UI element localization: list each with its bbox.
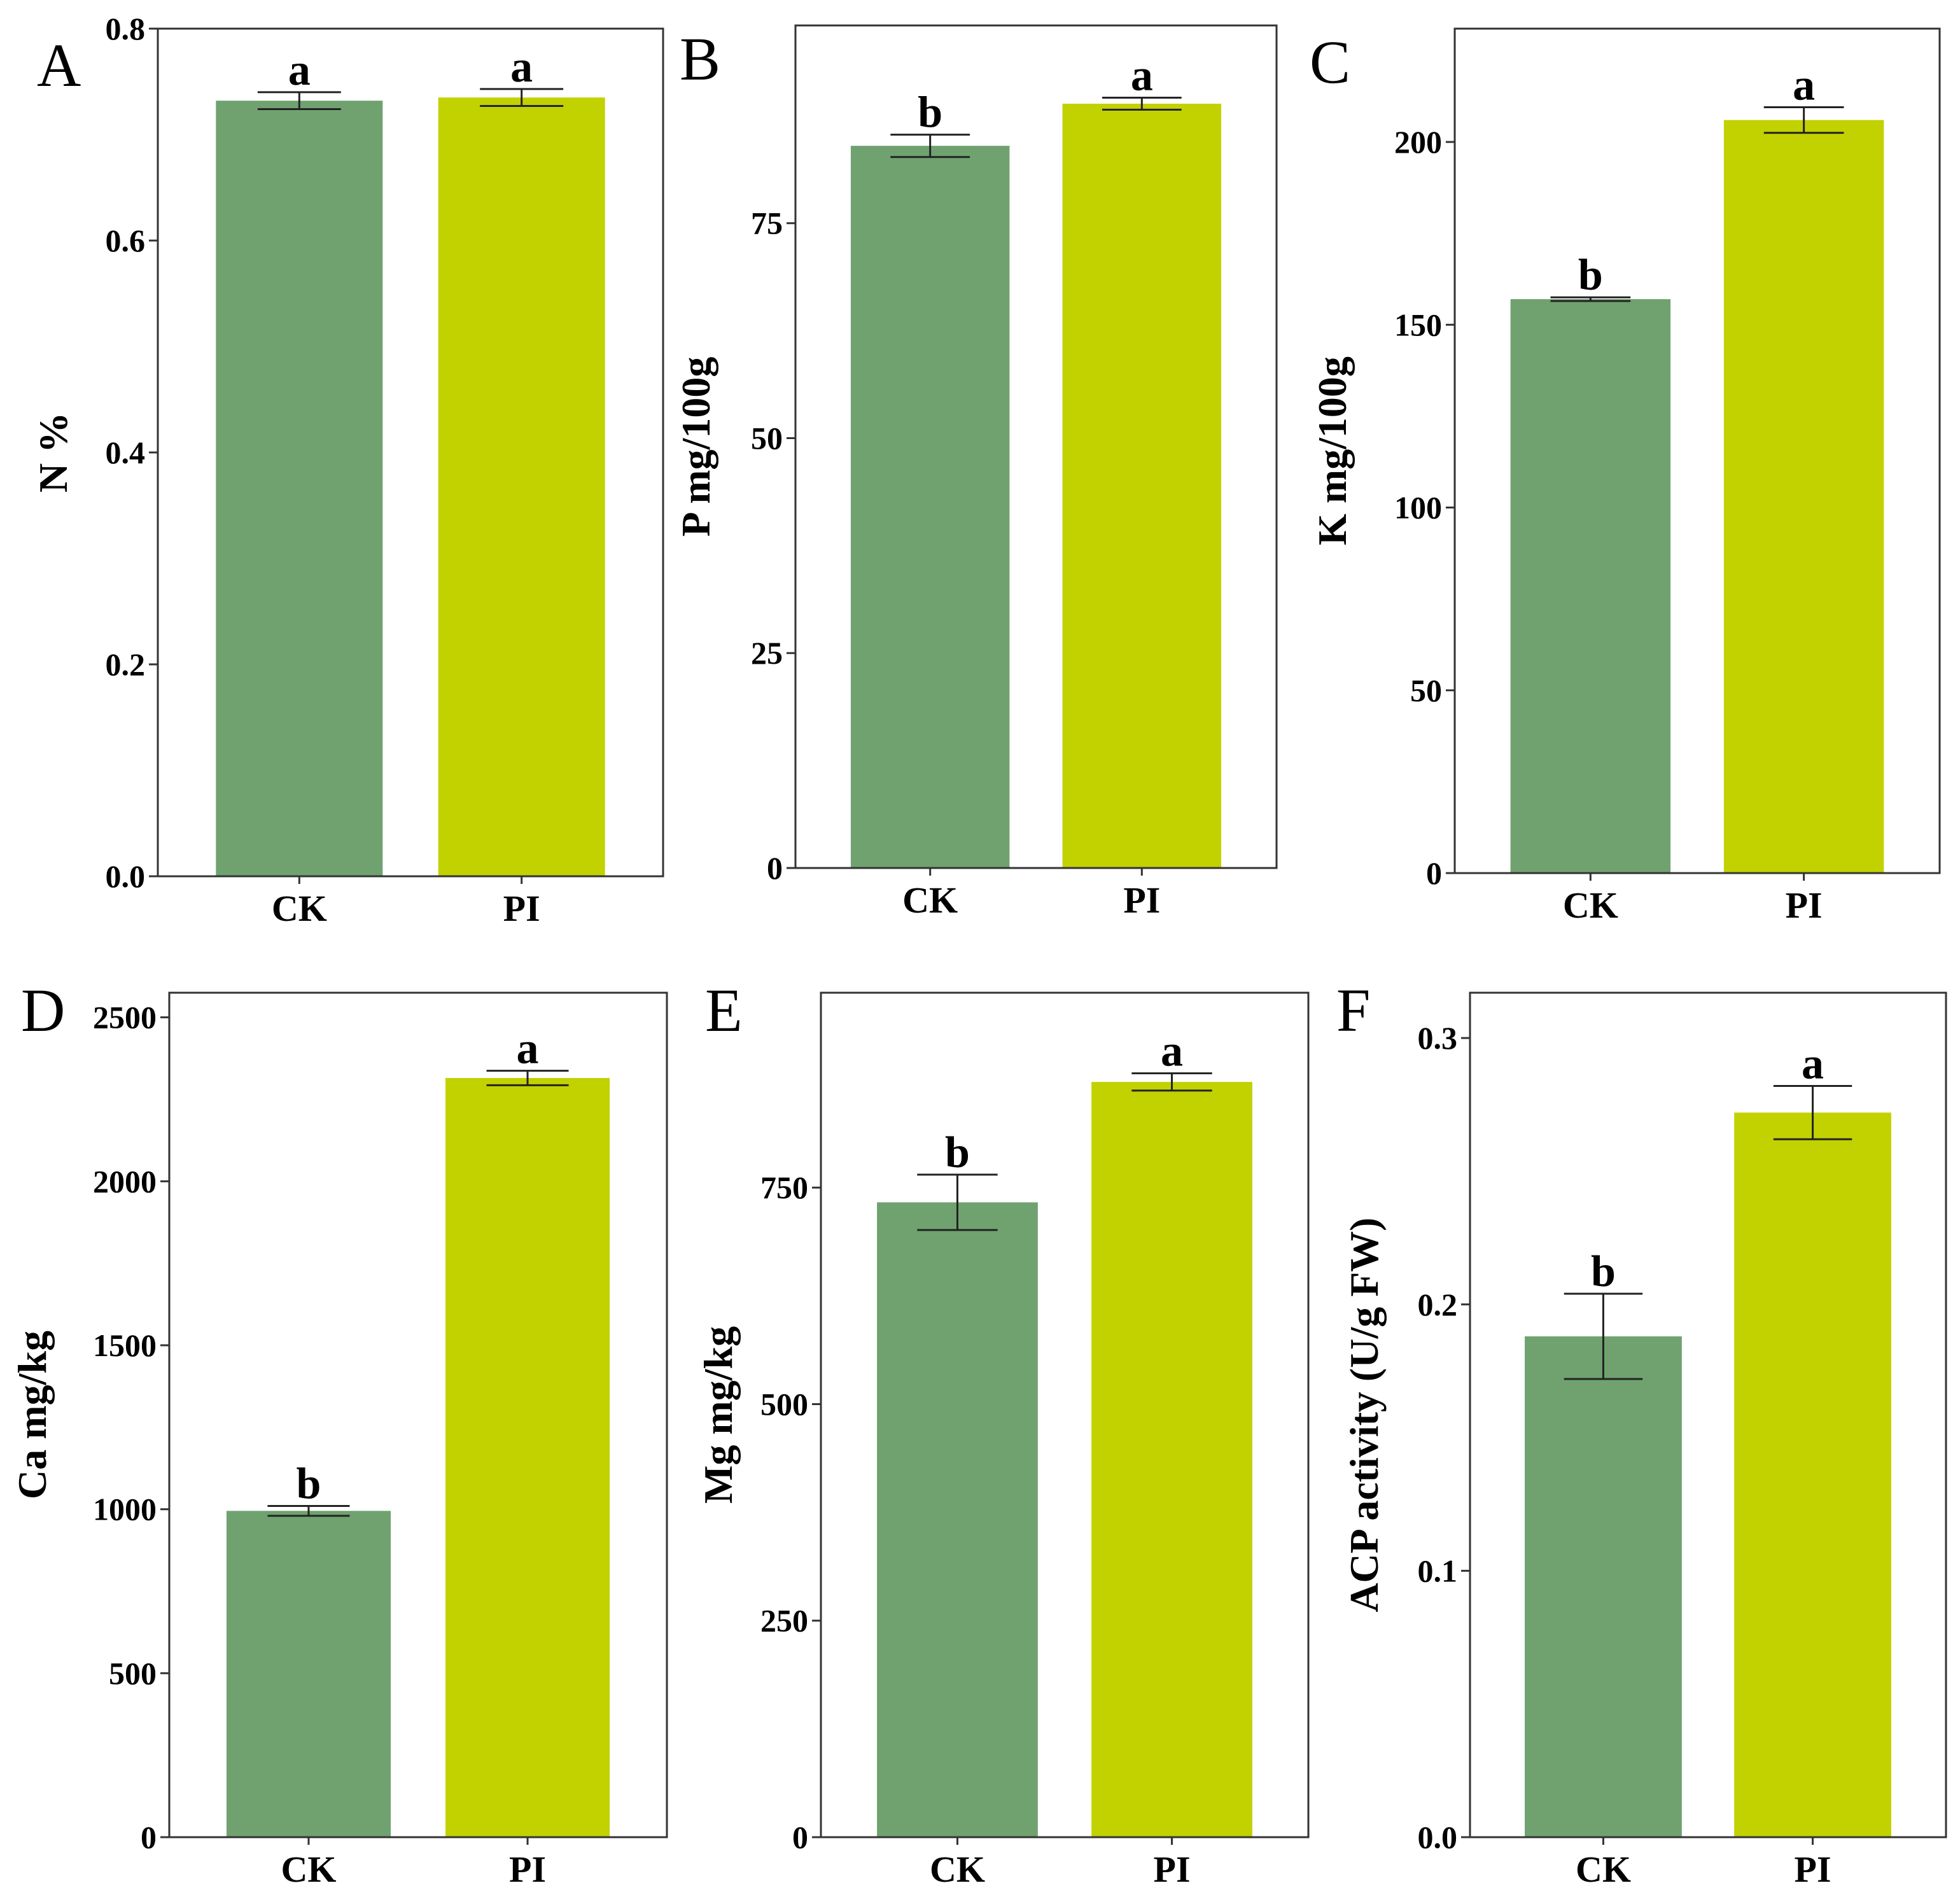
panel-D-ytick-label: 2500 [93,1000,157,1035]
panel-F-errorbar-pi [1773,1085,1852,1140]
panel-F-xtick-ck: CK [1576,1849,1631,1883]
panel-D-letter: D [21,976,65,1044]
panel-F-ytick-label: 0.2 [1418,1287,1458,1322]
panel-C-errorbar-pi [1763,106,1844,134]
panel-E-ytick-label: 0 [792,1819,808,1855]
panel-C-bar-pi [1723,120,1884,873]
panel-C-ytick-label: 150 [1394,307,1442,342]
panel-B-sig-ck: b [918,88,942,137]
panel-C-xtick-pi: PI [1786,885,1823,926]
panel-B-ytick-label: 75 [751,206,783,241]
panel-D-ytick-label: 0 [141,1819,157,1855]
panel-E-ytick-label: 250 [760,1603,808,1639]
panel-A-letter: A [37,31,81,99]
panel-B-xtick-pi: PI [1123,879,1160,921]
panel-E-xtick-ck: CK [930,1849,985,1883]
panel-D-frame [168,991,668,1838]
panel-C-errorbar-ck [1550,296,1631,302]
panel-F-ylabel: ACP activity (U/g FW) [1341,1217,1387,1612]
panel-A-sig-ck: a [288,46,311,95]
panel-F-errorbar-ck [1564,1292,1643,1380]
panel-F-sig-ck: b [1591,1247,1616,1296]
panel-F-bar-pi [1734,1112,1891,1837]
panel-D-errorbar-ck [267,1505,350,1517]
panel-E-bar-pi [1091,1082,1252,1837]
panel-D-sig-ck: b [296,1460,321,1509]
panel-F-ytick-label: 0.3 [1418,1020,1458,1056]
panel-E-ytick-label: 750 [760,1170,808,1205]
panel-A-ytick-label: 0.4 [106,435,146,470]
panel-D-ytick-label: 1500 [93,1327,157,1363]
panel-C-frame [1453,27,1941,874]
panel-E-sig-pi: a [1161,1027,1183,1076]
panel-B-ytick-label: 0 [767,850,783,886]
panel-F-ytick-label: 0.0 [1418,1819,1458,1855]
panel-E-sig-ck: b [945,1128,970,1177]
panel-C-sig-ck: b [1578,251,1603,300]
panel-E-xtick-pi: PI [1154,1849,1191,1883]
panel-A-ylabel: N % [31,412,76,493]
panel-D-bar-pi [445,1077,610,1837]
panel-D-errorbar-pi [486,1070,569,1086]
panel-A-ytick-label: 0.6 [106,223,146,258]
panel-B-xtick-ck: CK [902,879,958,921]
panel-A-sig-pi: a [510,43,533,92]
panel-E-errorbar-pi [1131,1072,1212,1092]
panel-F-letter: F [1336,976,1370,1044]
panel-D-sig-pi: a [517,1025,539,1074]
panel-B-errorbar-pi [1102,96,1182,111]
panel-E-ylabel: Mg mg/kg [696,1326,741,1504]
panel-C-ytick-label: 100 [1394,490,1442,526]
panel-C-xtick-ck: CK [1563,885,1618,926]
panel-B-bar-ck [850,146,1010,869]
panel-D-ytick-label: 1000 [93,1492,157,1527]
panel-C-bar-ck [1510,299,1671,873]
panel-F-ytick-label: 0.1 [1418,1553,1458,1588]
panel-A-bar-ck [216,101,383,877]
panel-A-errorbar-ck [257,91,341,111]
panel-E-bar-ck [877,1202,1038,1837]
panel-D-ylabel: Ca mg/kg [10,1331,55,1499]
panel-E-ytick-label: 500 [760,1386,808,1422]
panel-D-xtick-pi: PI [509,1849,546,1883]
panel-B-sig-pi: a [1131,51,1153,100]
panel-E-letter: E [705,976,743,1044]
panel-C-sig-pi: a [1793,61,1815,110]
panel-F-frame [1469,991,1947,1838]
panel-A-errorbar-pi [480,88,564,108]
panel-C-ytick-label: 200 [1394,124,1442,160]
panel-F-bar-ck [1525,1336,1682,1837]
panel-A-ytick-label: 0.2 [106,647,146,682]
panel-B-ylabel: P mg/100g [673,357,718,537]
panel-F-xtick-pi: PI [1795,1849,1831,1883]
panel-F-sig-pi: a [1802,1040,1824,1089]
panel-B-ytick-label: 25 [751,635,783,671]
panel-E-frame [820,991,1310,1838]
panel-C-ylabel: K mg/100g [1310,356,1355,545]
panel-A-xtick-ck: CK [272,888,327,929]
panel-C-letter: C [1310,28,1350,96]
panel-A-ytick-label: 0.0 [106,858,146,894]
panel-B-letter: B [680,25,720,93]
panel-B-ytick-label: 50 [751,420,783,456]
panel-A-ytick-label: 0.8 [106,11,146,46]
panel-D-bar-ck [226,1511,391,1837]
panel-D-ytick-label: 2000 [93,1163,157,1199]
panel-C-ytick-label: 0 [1426,855,1442,891]
panel-D-ytick-label: 500 [109,1655,157,1691]
panel-B-bar-pi [1062,103,1222,868]
panel-B-errorbar-ck [890,134,970,158]
panel-E-errorbar-ck [917,1173,998,1231]
panel-A-xtick-pi: PI [503,888,540,929]
panel-A-bar-pi [438,97,605,877]
panel-D-xtick-ck: CK [281,1849,336,1883]
panel-B-frame [794,24,1278,869]
panel-C-ytick-label: 50 [1410,673,1442,708]
